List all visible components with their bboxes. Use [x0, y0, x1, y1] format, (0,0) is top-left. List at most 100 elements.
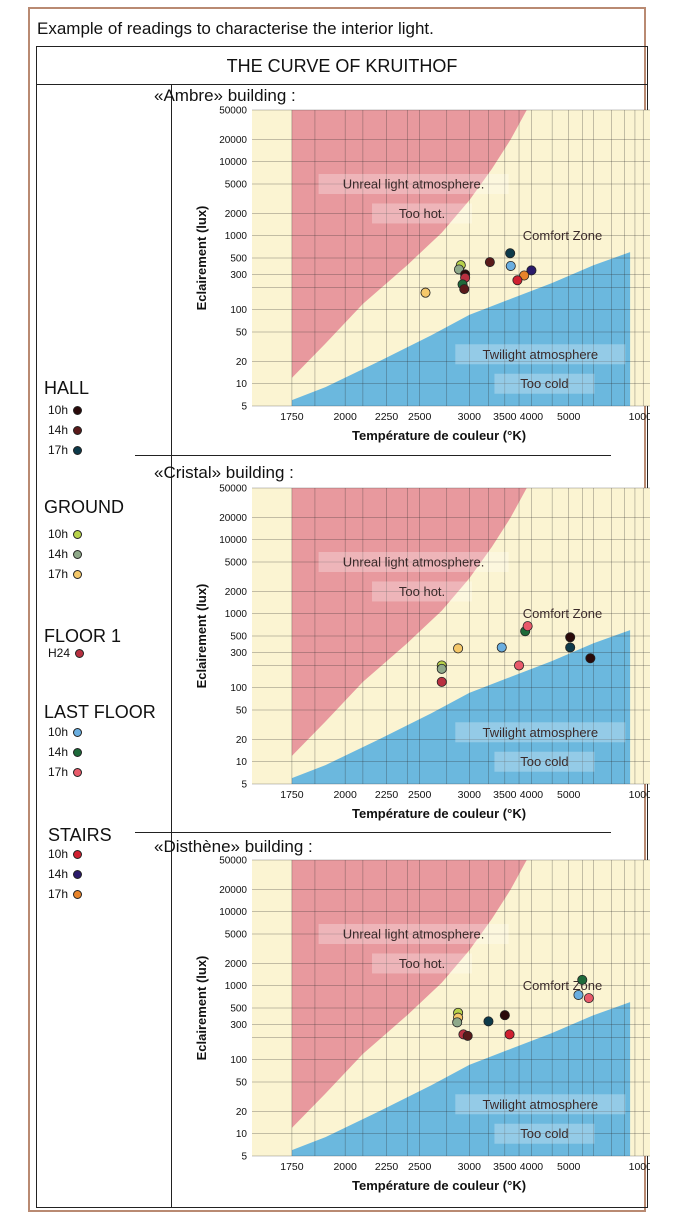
region-label: Twilight atmosphere: [483, 725, 599, 740]
region-label: Unreal light atmosphere.: [343, 177, 485, 192]
y-tick-label: 2000: [225, 587, 248, 598]
region-label-box: [455, 722, 626, 743]
region-label: Twilight atmosphere: [483, 347, 599, 362]
legend-dot-icon: [73, 767, 83, 777]
y-tick-label: 10000: [219, 535, 247, 546]
region-label-box: [455, 344, 626, 365]
y-tick-label: 5000: [225, 180, 248, 191]
y-tick-label: 50000: [219, 106, 247, 117]
legend-item-label: 14h: [48, 547, 69, 561]
data-point: [504, 1029, 515, 1040]
x-tick-label: 2250: [375, 1161, 399, 1173]
x-tick-label: 2000: [333, 1161, 357, 1173]
y-tick-label: 300: [230, 270, 247, 281]
y-tick-label: 10: [236, 1129, 248, 1140]
data-point: [420, 287, 431, 298]
y-axis-label: Eclairement (lux): [194, 956, 209, 1061]
y-tick-label: 50: [236, 1078, 248, 1089]
y-tick-label: 10: [236, 757, 248, 768]
legend-item: 17h: [48, 443, 83, 457]
x-tick-label: 5000: [557, 1161, 581, 1173]
legend-group-title: STAIRS: [48, 825, 112, 845]
data-point: [505, 260, 516, 271]
data-point: [436, 663, 447, 674]
data-point: [505, 248, 516, 259]
y-tick-label: 5000: [225, 558, 248, 569]
region-label: Too cold: [520, 754, 568, 769]
legend-dot-icon: [73, 569, 83, 579]
legend-dot-icon: [75, 648, 85, 658]
y-tick-label: 300: [230, 648, 247, 659]
x-tick-label: 1750: [280, 789, 304, 801]
legend-dot-icon: [73, 849, 83, 859]
legend-item: 17h: [48, 567, 83, 581]
kruithof-chart-cristal: Unreal light atmosphere. Too hot. Comfort …: [194, 484, 650, 821]
x-tick-label: 3000: [458, 789, 482, 801]
legend-dot-icon: [73, 445, 83, 455]
x-axis-label: Température de couleur (°K): [352, 806, 526, 821]
region-label-box: [318, 924, 509, 944]
legend-item: 10h: [48, 403, 83, 417]
legend-item-label: 17h: [48, 443, 69, 457]
region-label-box: [494, 373, 595, 394]
too-hot-region: [291, 110, 527, 378]
legend-item-label: 17h: [48, 887, 69, 901]
legend-dot-icon: [73, 405, 83, 415]
region-label-box: [372, 953, 473, 974]
y-tick-label: 2000: [225, 959, 248, 970]
x-tick-label: 2500: [408, 1161, 432, 1173]
y-tick-label: 50: [236, 706, 248, 717]
legend-item: 14h: [48, 547, 83, 561]
region-label: Unreal light atmosphere.: [343, 927, 485, 942]
y-tick-label: 1000: [225, 981, 248, 992]
y-tick-label: 10: [236, 379, 248, 390]
data-point: [496, 642, 507, 653]
too-cold-region: [291, 1002, 631, 1156]
y-tick-label: 5000: [225, 930, 248, 941]
y-tick-label: 50: [236, 328, 248, 339]
y-tick-label: 50000: [219, 484, 247, 495]
legend-item: 10h: [48, 725, 83, 739]
x-tick-label: 3500: [493, 1161, 517, 1173]
region-label-box: [318, 174, 509, 194]
legend-dot-icon: [73, 549, 83, 559]
x-axis-label: Température de couleur (°K): [352, 428, 526, 443]
region-label: Too cold: [520, 376, 568, 391]
legend-dot-icon: [73, 425, 83, 435]
y-tick-label: 20: [236, 735, 248, 746]
y-tick-label: 100: [230, 1055, 247, 1066]
x-axis-label: Température de couleur (°K): [352, 1178, 526, 1193]
kruithof-chart-disthene: Unreal light atmosphere. Too hot. Comfort …: [194, 856, 650, 1193]
y-tick-label: 5: [241, 780, 247, 791]
x-tick-label: 3000: [458, 1161, 482, 1173]
data-point: [522, 621, 533, 632]
region-label-box: [318, 552, 509, 572]
region-label-box: [372, 581, 473, 602]
region-label-box: [372, 203, 473, 224]
legend-item: 17h: [48, 765, 83, 779]
x-tick-label: 1750: [280, 1161, 304, 1173]
y-tick-label: 20000: [219, 513, 247, 524]
y-tick-label: 100: [230, 683, 247, 694]
kruithof-chart-ambre: Unreal light atmosphere. Too hot. Comfort …: [194, 106, 650, 443]
legend-item: 10h: [48, 847, 83, 861]
x-tick-label: 2500: [408, 411, 432, 423]
panel-title-ambre: «Ambre» building :: [154, 86, 296, 105]
data-point: [519, 270, 530, 281]
legend-column: HALL 10h 14h 17h GROUND 10h 14h 17h FLOOR 1 H24 LA…: [37, 85, 172, 1207]
data-point: [565, 642, 576, 653]
legend-item: 14h: [48, 423, 83, 437]
data-point: [499, 1010, 510, 1021]
y-tick-label: 5: [241, 1152, 247, 1163]
region-label-box: [494, 751, 595, 772]
region-label: Too hot.: [399, 956, 445, 971]
y-axis-label: Eclairement (lux): [194, 206, 209, 311]
x-tick-label: 2250: [375, 411, 399, 423]
region-label: Unreal light atmosphere.: [343, 555, 485, 570]
kruithof-table: THE CURVE OF KRUITHOF HALL 10h 14h 17h GROUN…: [36, 46, 648, 1208]
data-point: [512, 275, 523, 286]
data-point: [459, 284, 470, 295]
region-label: Comfort Zone: [523, 606, 602, 621]
legend-item: 10h: [48, 527, 83, 541]
legend-item-label: 10h: [48, 527, 69, 541]
